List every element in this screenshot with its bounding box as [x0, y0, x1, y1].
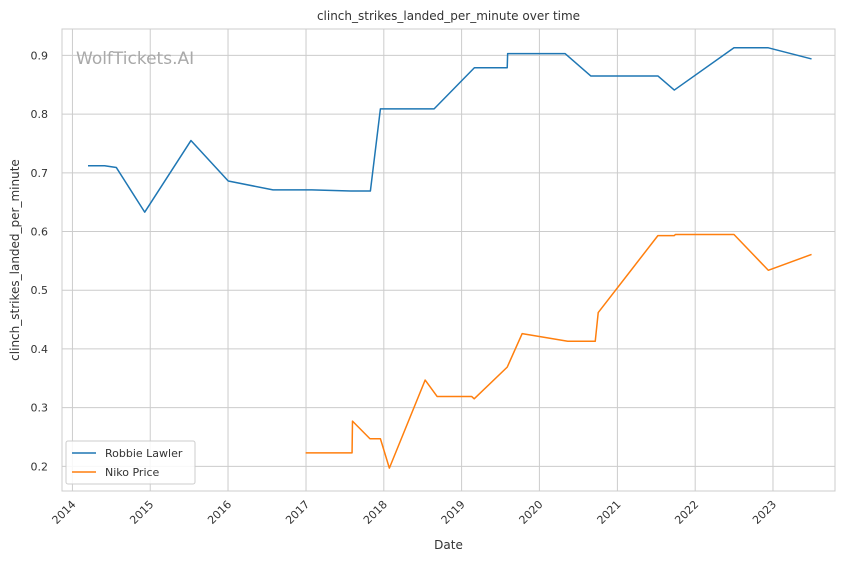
y-axis-title: clinch_strikes_landed_per_minute — [8, 159, 22, 361]
y-tick-label-0-9: 0.9 — [31, 49, 49, 62]
legend: Robbie Lawler Niko Price — [65, 440, 196, 485]
plot-frame — [61, 28, 836, 492]
y-tick-label-0-5: 0.5 — [31, 284, 49, 297]
watermark-text: WolfTickets.AI — [76, 49, 194, 69]
series-line-niko-price — [305, 233, 812, 469]
legend-label-robbie-lawler: Robbie Lawler — [105, 447, 183, 460]
y-tick-label-0-7: 0.7 — [31, 167, 49, 180]
chart-title: clinch_strikes_landed_per_minute over ti… — [317, 9, 580, 23]
series-layer — [88, 47, 812, 469]
y-axis-ticks: 0.2 0.3 0.4 0.5 0.6 0.7 0.8 0.9 — [31, 49, 49, 473]
y-tick-label-0-6: 0.6 — [31, 226, 49, 239]
legend-box — [65, 440, 196, 485]
y-tick-label-0-2: 0.2 — [31, 460, 49, 473]
gridlines — [62, 29, 835, 491]
series-line-robbie-lawler — [88, 47, 812, 213]
y-tick-label-0-4: 0.4 — [31, 343, 49, 356]
y-tick-label-0-3: 0.3 — [31, 402, 49, 415]
y-tick-label-0-8: 0.8 — [31, 108, 49, 121]
plot-area — [62, 29, 835, 491]
x-axis-title: Date — [434, 538, 463, 552]
legend-label-niko-price: Niko Price — [105, 466, 160, 479]
